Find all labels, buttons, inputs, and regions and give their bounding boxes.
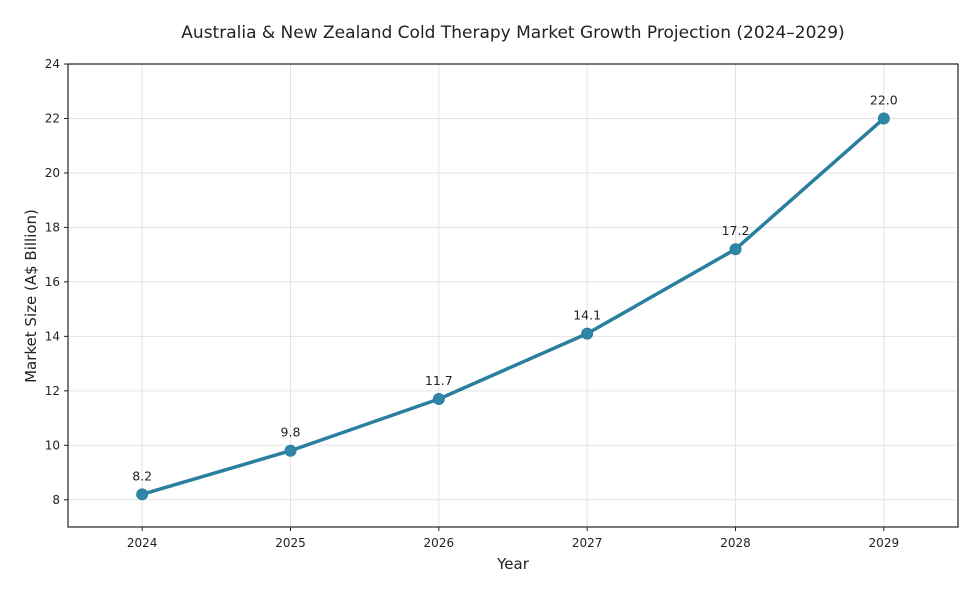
data-point bbox=[877, 112, 890, 125]
data-label: 14.1 bbox=[573, 308, 601, 323]
data-point bbox=[581, 327, 594, 340]
data-point bbox=[284, 444, 297, 457]
x-tick-label: 2029 bbox=[869, 536, 900, 550]
series-line bbox=[141, 117, 885, 496]
x-tick-label: 2028 bbox=[720, 536, 751, 550]
series: 8.2 9.8 11.7 14.1 17.2 22.0 bbox=[132, 92, 898, 501]
plot-frame bbox=[67, 63, 959, 528]
y-tick-label: 22 bbox=[45, 111, 60, 125]
chart-title: Australia & New Zealand Cold Therapy Mar… bbox=[181, 23, 844, 43]
y-tick-label: 16 bbox=[45, 275, 60, 289]
y-tick-label: 10 bbox=[45, 438, 60, 452]
x-tick-label: 2026 bbox=[424, 536, 455, 550]
y-tick-label: 8 bbox=[52, 493, 60, 507]
axis-ticks: 8 10 12 14 16 18 20 22 24 2024 2025 2026 2027 2028 202… bbox=[45, 57, 899, 550]
x-tick-label: 2024 bbox=[127, 536, 158, 550]
data-point bbox=[729, 243, 742, 256]
data-label: 8.2 bbox=[132, 468, 152, 483]
x-tick-label: 2025 bbox=[275, 536, 306, 550]
data-label: 9.8 bbox=[281, 425, 301, 440]
data-point bbox=[136, 488, 149, 501]
data-label: 17.2 bbox=[722, 223, 750, 238]
y-tick-label: 12 bbox=[45, 384, 60, 398]
x-axis-label: Year bbox=[496, 555, 530, 573]
y-tick-label: 24 bbox=[45, 57, 60, 71]
data-label: 11.7 bbox=[425, 373, 453, 388]
grid bbox=[68, 63, 958, 527]
data-point bbox=[432, 392, 445, 405]
x-tick-label: 2027 bbox=[572, 536, 603, 550]
data-label: 22.0 bbox=[870, 92, 898, 107]
y-tick-label: 18 bbox=[45, 220, 60, 234]
y-tick-label: 20 bbox=[45, 166, 60, 180]
y-axis-label: Market Size (A$ Billion) bbox=[22, 209, 40, 383]
y-tick-label: 14 bbox=[45, 329, 60, 343]
